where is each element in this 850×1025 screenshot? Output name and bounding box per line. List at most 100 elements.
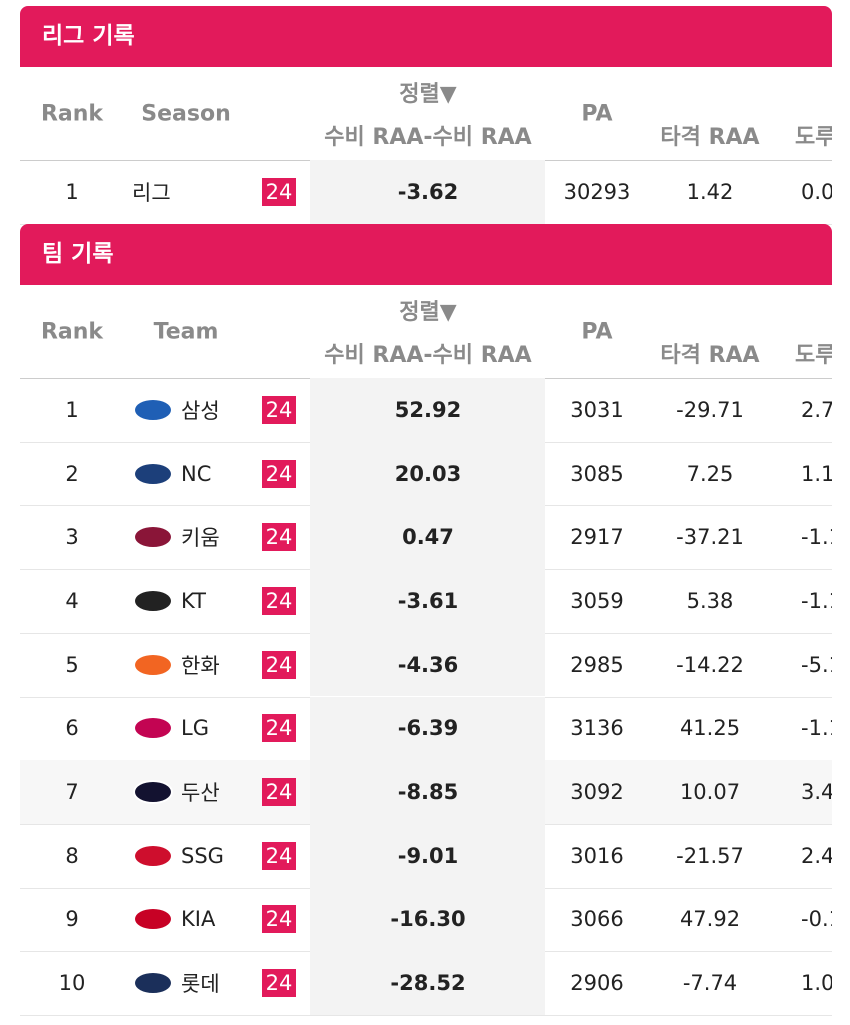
sorted-column-bg bbox=[310, 632, 545, 697]
team-name: 한화 bbox=[181, 653, 220, 678]
rank: 6 bbox=[65, 716, 79, 741]
stats-table: 리그 기록 Rank Season 정렬▼ 수비 RAA-수비 RAA PA 타격 RAA 도… bbox=[20, 0, 832, 1025]
rank: 4 bbox=[65, 588, 79, 613]
header-pa: PA bbox=[581, 319, 613, 344]
header-bat: 타격 RAA bbox=[660, 343, 760, 368]
sorted-column-bg bbox=[310, 951, 545, 1015]
steal-value: 3.4 bbox=[801, 780, 832, 805]
sorted-column-bg bbox=[310, 823, 545, 888]
steal-value: 2.4 bbox=[801, 843, 832, 868]
team-name: LG bbox=[181, 716, 209, 741]
metric-value: 52.92 bbox=[394, 397, 462, 422]
metric-value: 20.03 bbox=[394, 461, 462, 486]
metric-value: -3.61 bbox=[397, 588, 459, 613]
header-name: Season bbox=[141, 101, 231, 126]
team-name: SSG bbox=[181, 843, 224, 868]
bat-value: -21.57 bbox=[676, 843, 744, 868]
sorted-column-bg bbox=[310, 760, 545, 824]
team-logo bbox=[133, 716, 173, 741]
pa-value: 3066 bbox=[570, 907, 624, 932]
rank: 7 bbox=[65, 780, 79, 805]
header-rank: Rank bbox=[40, 319, 104, 344]
steal-value: 1.0 bbox=[801, 971, 832, 996]
section-title: 리그 기록 bbox=[20, 6, 832, 67]
pa-value: 3092 bbox=[570, 780, 624, 805]
season-badge: 24 bbox=[262, 459, 296, 488]
steal-value: -1.1 bbox=[801, 716, 832, 741]
sorted-column-bg bbox=[310, 160, 545, 224]
rank: 8 bbox=[65, 843, 79, 868]
season-name: 리그 bbox=[132, 180, 171, 205]
metric-value: -6.39 bbox=[397, 716, 459, 741]
header-steal: 도루 bbox=[795, 125, 832, 150]
bat-value: 7.25 bbox=[686, 461, 734, 486]
sorted-column-bg bbox=[310, 505, 545, 570]
team-logo bbox=[133, 525, 173, 550]
header-pa: PA bbox=[581, 101, 613, 126]
header-rank: Rank bbox=[40, 101, 104, 126]
pa-value: 2985 bbox=[570, 652, 624, 677]
pa-value: 3136 bbox=[570, 716, 624, 741]
bat-value: -29.71 bbox=[676, 397, 744, 422]
season-badge: 24 bbox=[262, 714, 296, 743]
sorted-column-bg bbox=[310, 696, 545, 761]
steal-value: 0.0 bbox=[801, 179, 832, 204]
steal-value: -0.1 bbox=[801, 907, 832, 932]
season-badge: 24 bbox=[262, 905, 296, 934]
team-logo bbox=[133, 843, 173, 868]
season-badge: 24 bbox=[262, 969, 296, 998]
rank: 2 bbox=[65, 461, 79, 486]
metric-value: -16.30 bbox=[390, 907, 466, 932]
team-logo bbox=[133, 971, 173, 996]
sorted-column-bg bbox=[310, 441, 545, 506]
header-steal: 도루 bbox=[795, 343, 832, 368]
team-name: 삼성 bbox=[181, 398, 220, 423]
bat-value: 10.07 bbox=[679, 780, 741, 805]
header-bat: 타격 RAA bbox=[660, 125, 760, 150]
metric-value: -28.52 bbox=[390, 971, 466, 996]
metric-value: -9.01 bbox=[397, 843, 459, 868]
rank: 1 bbox=[65, 179, 79, 204]
steal-value: -1.1 bbox=[801, 588, 832, 613]
team-logo bbox=[133, 652, 173, 677]
season-badge: 24 bbox=[262, 177, 296, 206]
rank: 10 bbox=[58, 971, 86, 996]
team-name: KT bbox=[181, 588, 206, 613]
team-name: 키움 bbox=[181, 526, 220, 551]
bat-value: -14.22 bbox=[676, 652, 744, 677]
row-separator bbox=[20, 1015, 832, 1016]
header-metric: 수비 RAA-수비 RAA bbox=[324, 343, 532, 368]
bat-value: 1.42 bbox=[686, 179, 734, 204]
team-logo bbox=[133, 780, 173, 805]
bat-value: 41.25 bbox=[679, 716, 741, 741]
pa-value: 2906 bbox=[570, 971, 624, 996]
sort-toggle[interactable]: 정렬▼ bbox=[399, 300, 457, 325]
season-badge: 24 bbox=[262, 778, 296, 807]
sorted-column-bg bbox=[310, 887, 545, 952]
pa-value: 30293 bbox=[563, 179, 631, 204]
team-logo bbox=[133, 907, 173, 932]
season-badge: 24 bbox=[262, 395, 296, 424]
sort-toggle[interactable]: 정렬▼ bbox=[399, 82, 457, 107]
pa-value: 3059 bbox=[570, 588, 624, 613]
metric-value: -3.62 bbox=[397, 179, 459, 204]
team-logo bbox=[133, 588, 173, 613]
pa-value: 3031 bbox=[570, 397, 624, 422]
bat-value: -37.21 bbox=[676, 525, 744, 550]
header-name: Team bbox=[153, 319, 219, 344]
metric-value: -8.85 bbox=[397, 780, 459, 805]
header-metric: 수비 RAA-수비 RAA bbox=[324, 125, 532, 150]
pa-value: 3016 bbox=[570, 843, 624, 868]
team-logo bbox=[133, 397, 173, 422]
rank: 3 bbox=[65, 525, 79, 550]
section-title: 팀 기록 bbox=[20, 224, 832, 285]
steal-value: 1.1 bbox=[801, 461, 832, 486]
team-logo bbox=[133, 461, 173, 486]
metric-value: 0.47 bbox=[402, 525, 454, 550]
season-badge: 24 bbox=[262, 650, 296, 679]
bat-value: -7.74 bbox=[682, 971, 738, 996]
steal-value: -1.1 bbox=[801, 525, 832, 550]
sorted-column-bg bbox=[310, 378, 545, 442]
steal-value: 2.7 bbox=[801, 397, 832, 422]
